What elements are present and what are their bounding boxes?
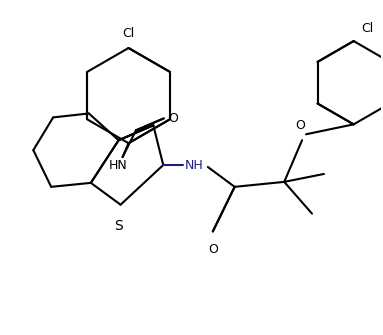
Text: O: O [295,119,305,132]
Text: S: S [114,218,123,232]
Text: NH: NH [185,158,204,172]
Text: O: O [208,243,218,256]
Text: HN: HN [109,158,128,172]
Text: O: O [169,112,178,125]
Text: Cl: Cl [123,27,135,40]
Text: Cl: Cl [362,22,374,35]
